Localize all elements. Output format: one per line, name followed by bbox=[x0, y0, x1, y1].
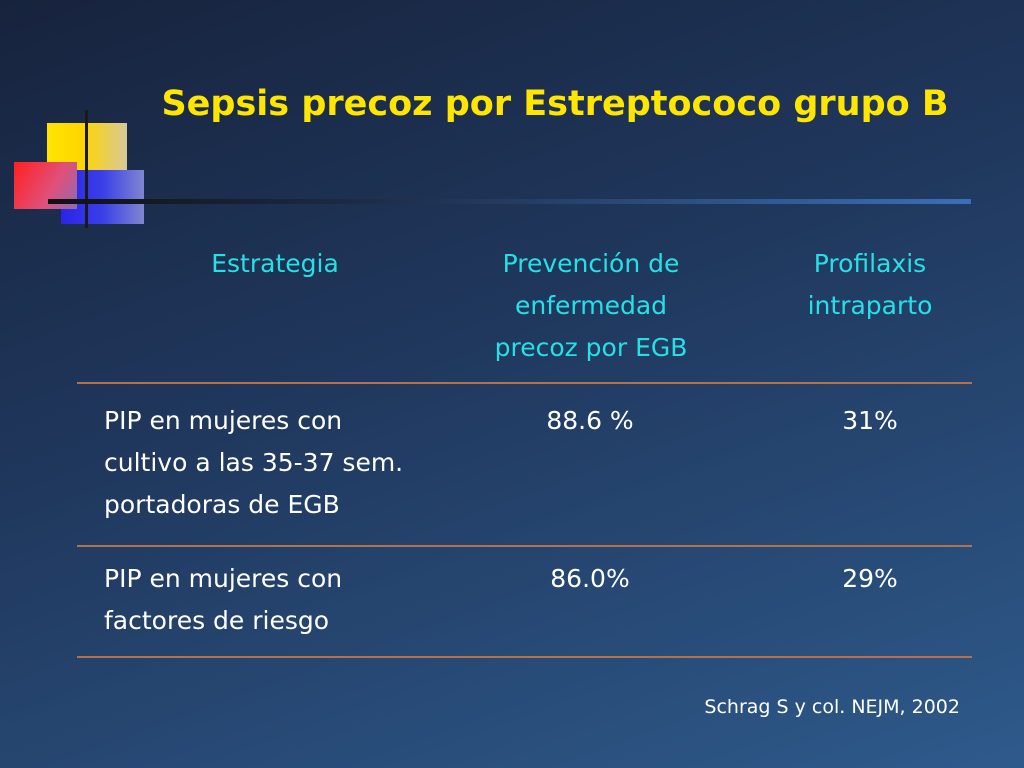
table-rule-bottom bbox=[77, 656, 972, 658]
citation: Schrag S y col. NEJM, 2002 bbox=[704, 696, 960, 718]
row2-prevention: 86.0% bbox=[550, 564, 630, 593]
vertical-rule-decoration bbox=[85, 110, 88, 228]
header-prophylaxis: Profilaxis intraparto bbox=[807, 249, 933, 320]
title-underline-decoration bbox=[48, 199, 971, 204]
row1-prophylaxis: 31% bbox=[842, 406, 898, 435]
row1-strategy: PIP en mujeres con cultivo a las 35-37 s… bbox=[104, 406, 404, 519]
table-rule-row1 bbox=[77, 545, 972, 547]
table-rule-header bbox=[77, 382, 972, 384]
header-prevention: Prevención de enfermedad precoz por EGB bbox=[494, 249, 688, 362]
row1-prevention: 88.6 % bbox=[546, 406, 634, 435]
slide-title: Sepsis precoz por Estreptococo grupo B bbox=[161, 84, 949, 124]
header-strategy: Estrategia bbox=[211, 249, 339, 278]
row2-strategy: PIP en mujeres con factores de riesgo bbox=[104, 564, 343, 635]
row2-prophylaxis: 29% bbox=[842, 564, 898, 593]
